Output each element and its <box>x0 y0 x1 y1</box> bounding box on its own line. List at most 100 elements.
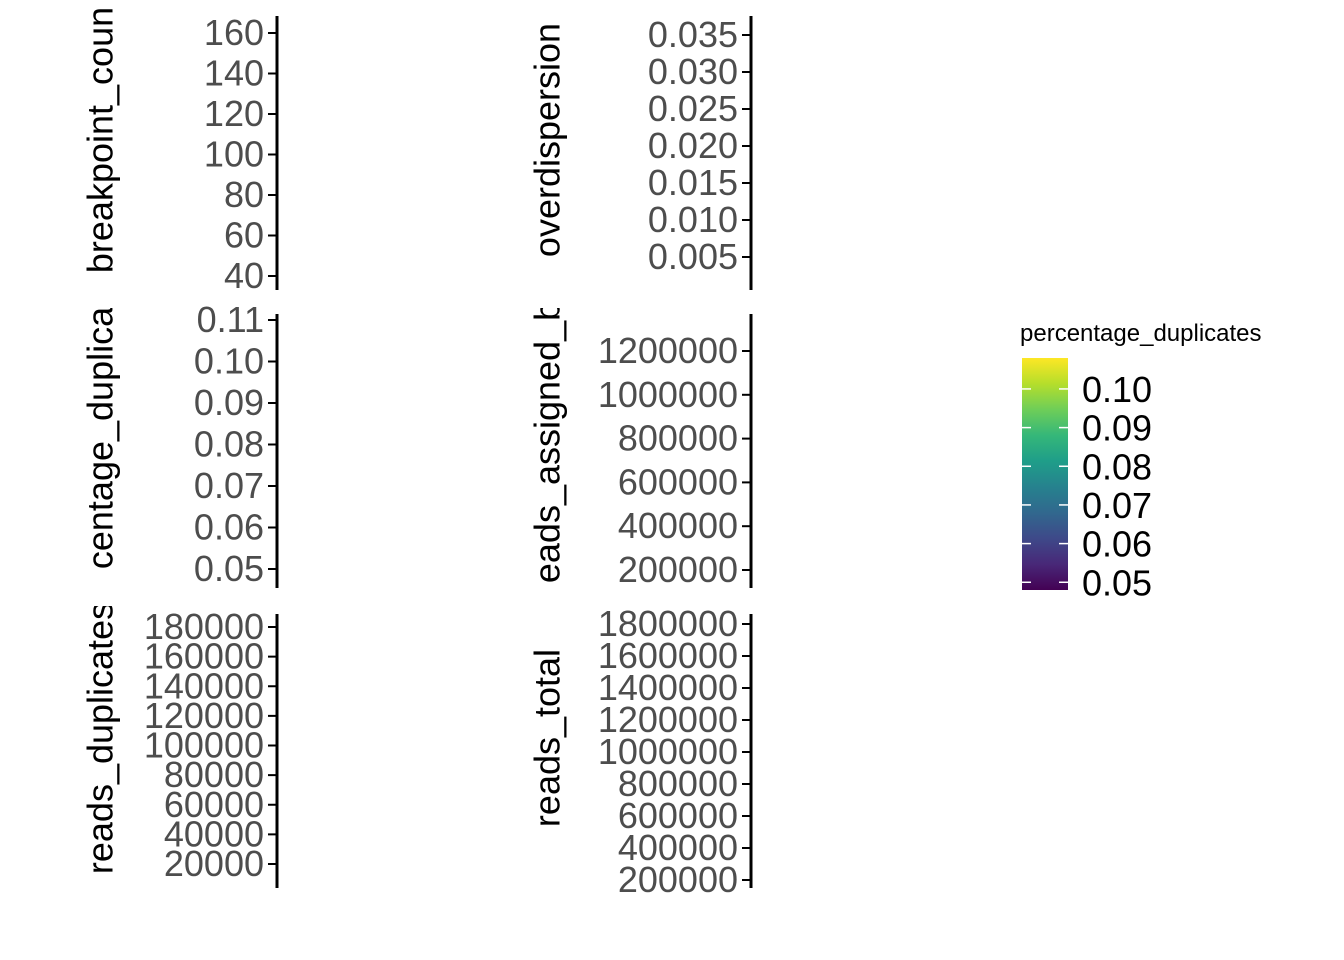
data-point <box>852 385 865 398</box>
data-point <box>799 267 812 280</box>
data-point <box>866 431 879 444</box>
data-point <box>416 418 431 433</box>
data-point <box>323 423 338 438</box>
data-point <box>919 699 932 712</box>
data-point <box>888 485 901 498</box>
data-point <box>865 774 878 787</box>
data-point <box>888 434 901 447</box>
data-point <box>384 531 399 546</box>
data-point <box>382 496 397 511</box>
data-point <box>912 738 925 751</box>
data-point <box>444 182 457 195</box>
data-point <box>812 699 825 712</box>
data-point <box>837 771 850 784</box>
data-point <box>398 819 411 832</box>
data-point <box>799 442 812 455</box>
data-point <box>367 469 382 484</box>
data-point <box>799 257 812 270</box>
data-point <box>890 680 903 693</box>
y-axis-title: reads_total <box>527 649 568 827</box>
data-point <box>348 405 363 420</box>
data-point <box>360 779 373 792</box>
data-point <box>407 743 420 756</box>
data-point <box>421 214 434 227</box>
data-point <box>369 801 382 814</box>
data-point <box>919 271 932 284</box>
data-point <box>324 182 337 195</box>
data-point <box>799 255 812 268</box>
data-point <box>362 172 375 185</box>
data-point <box>897 453 910 466</box>
data-point <box>903 703 916 716</box>
data-point <box>444 760 457 773</box>
data-point <box>919 268 932 281</box>
data-point <box>852 657 865 670</box>
data-point <box>799 260 812 273</box>
data-point <box>799 267 812 280</box>
data-point <box>377 724 390 737</box>
data-point <box>324 164 337 177</box>
legend-tick-label: 0.06 <box>1082 524 1152 565</box>
data-point <box>882 772 895 785</box>
data-point <box>799 249 812 262</box>
data-point <box>340 173 353 186</box>
data-point <box>912 402 925 415</box>
data-point <box>392 176 405 189</box>
data-point <box>799 263 812 276</box>
data-point <box>416 401 431 416</box>
data-point <box>340 467 355 482</box>
data-point <box>412 765 425 778</box>
data-point <box>324 743 337 756</box>
data-point <box>843 722 856 735</box>
data-point <box>919 719 932 732</box>
data-point <box>829 773 842 786</box>
data-point <box>858 320 871 333</box>
data-point <box>324 170 337 183</box>
data-point <box>425 429 440 444</box>
data-point <box>843 448 856 461</box>
data-point <box>390 426 405 441</box>
data-point <box>850 788 863 801</box>
data-point <box>882 401 895 414</box>
data-point <box>919 254 932 267</box>
data-point <box>375 156 388 169</box>
data-point <box>800 704 813 717</box>
data-point <box>799 268 812 281</box>
data-point <box>324 186 337 199</box>
data-point <box>383 522 398 537</box>
data-point <box>324 758 337 771</box>
data-point <box>434 391 449 406</box>
data-point <box>444 774 457 787</box>
data-point <box>392 682 405 695</box>
data-point <box>896 259 909 272</box>
data-point <box>919 258 932 271</box>
data-point <box>385 719 398 732</box>
data-point <box>374 422 389 437</box>
data-point <box>405 720 418 733</box>
data-point <box>443 428 458 443</box>
data-point <box>444 182 457 195</box>
data-point <box>912 758 925 771</box>
data-point <box>867 422 880 435</box>
data-point <box>353 778 366 791</box>
data-point <box>919 761 932 774</box>
data-point <box>373 426 388 441</box>
data-point <box>390 361 405 376</box>
data-point <box>919 266 932 279</box>
data-point <box>799 265 812 278</box>
data-point <box>369 764 382 777</box>
data-point <box>919 433 932 446</box>
data-point <box>444 185 457 198</box>
data-point <box>442 413 457 428</box>
data-point <box>910 409 923 422</box>
data-point <box>414 149 427 162</box>
data-point <box>415 823 428 836</box>
data-point <box>874 741 887 754</box>
data-point <box>407 709 420 722</box>
data-point <box>830 251 843 264</box>
data-point <box>375 385 390 400</box>
data-point <box>339 417 354 432</box>
data-point <box>896 689 909 702</box>
data-point <box>843 245 856 258</box>
data-point <box>799 264 812 277</box>
